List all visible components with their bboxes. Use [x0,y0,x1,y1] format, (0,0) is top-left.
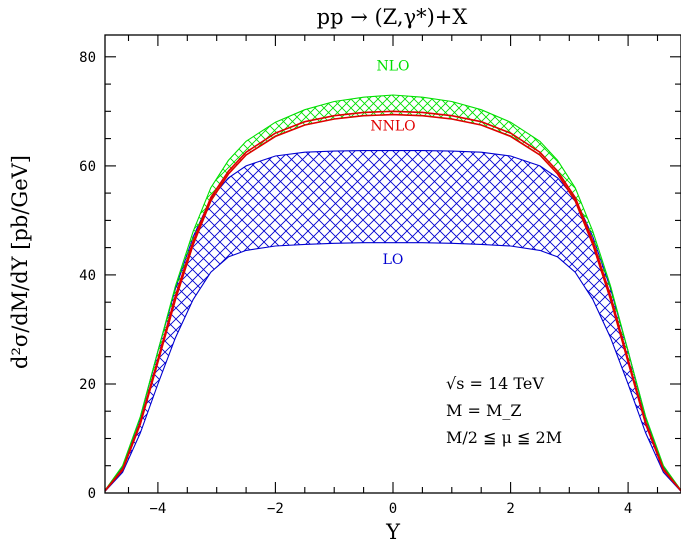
label-lo: LO [383,252,404,268]
band-nnlo-upper [104,110,681,492]
x-tick-label: −4 [149,501,166,517]
y-tick-label: 0 [88,486,96,502]
series-lo [104,150,681,492]
series-bands [104,94,681,492]
band-lo-lower [104,242,681,492]
annotation-box: √s = 14 TeV M = M_Z M/2 ≦ μ ≦ 2M [446,374,562,447]
series-nnlo [104,110,681,492]
x-axis-label: Y [385,520,401,544]
y-tick-label: 60 [79,159,96,175]
chart-title: pp → (Z,γ*)+X [317,5,468,29]
band-lo-fill [105,150,681,492]
x-tick-label: −2 [267,501,284,517]
label-nlo: NLO [376,58,409,74]
x-tick-label: 0 [389,501,397,517]
band-nlo-upper [104,94,681,491]
x-tick-label: 2 [506,501,514,517]
label-nnlo: NNLO [370,118,415,134]
annotation-sqrt-s: √s = 14 TeV [446,374,544,393]
y-tick-label: 40 [79,268,96,284]
y-axis-label: d²σ/dM/dY [pb/GeV] [8,155,32,369]
series-labels: LO NLO NNLO [370,58,415,268]
band-nnlo-lower [104,113,681,492]
annotation-mass: M = M_Z [446,401,521,420]
x-tick-label: 4 [624,501,632,517]
annotation-scale: M/2 ≦ μ ≦ 2M [446,428,562,447]
y-tick-label: 80 [79,50,96,66]
y-tick-label: 20 [79,377,96,393]
